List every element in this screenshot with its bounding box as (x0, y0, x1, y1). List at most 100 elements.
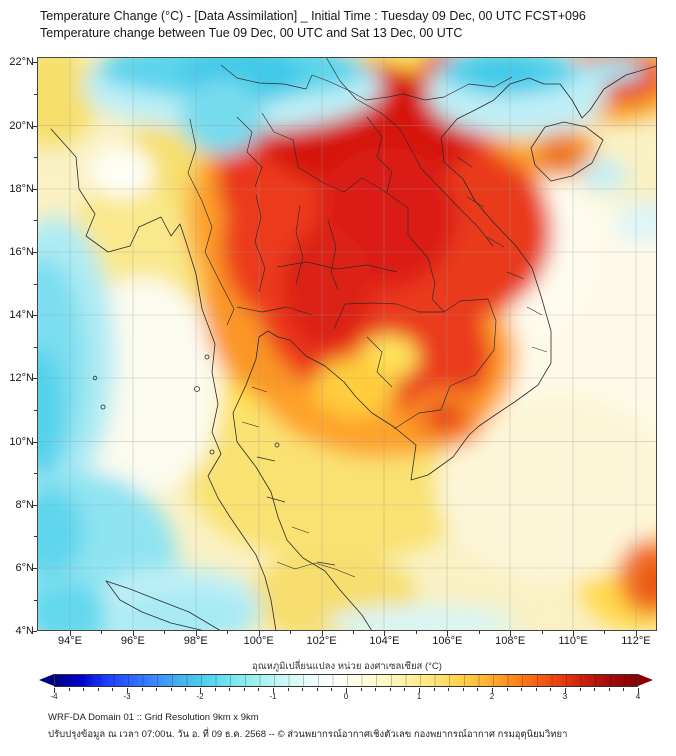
colorbar-cell-dividers (55, 675, 637, 686)
x-axis-tick-label: 100°E (243, 635, 274, 647)
colorbar-minor-tick (258, 688, 260, 691)
x-axis-tick-label: 104°E (369, 635, 400, 647)
x-axis-tick-label: 98°E (183, 635, 208, 647)
y-axis-major-tick (32, 441, 37, 443)
colorbar-major-tick (273, 688, 274, 693)
colorbar-minor-tick (331, 688, 333, 691)
colorbar-minor-tick (156, 688, 158, 691)
colorbar-minor-tick (623, 688, 625, 691)
x-axis-major-tick (70, 631, 71, 636)
colorbar-minor-tick (214, 688, 216, 691)
plot-frame (37, 57, 657, 631)
map-canvas (37, 57, 657, 631)
colorbar-label: อุณหภูมิเปลี่ยนแปลง หน่วย องศาเซลเซียส (… (252, 661, 442, 672)
y-axis-minor-tick (34, 93, 37, 95)
y-axis-minor-tick (34, 536, 37, 538)
title-line-1: Temperature Change (°C) - [Data Assimila… (40, 9, 586, 23)
colorbar-minor-tick (448, 688, 450, 691)
colorbar-minor-tick (68, 688, 70, 691)
colorbar-right-arrow (638, 674, 653, 686)
x-axis-major-tick (447, 631, 449, 636)
colorbar-minor-tick (375, 688, 377, 691)
colorbar-major-tick (638, 688, 639, 693)
colorbar-tick-label: 0 (343, 692, 349, 701)
x-axis-minor-tick (164, 631, 166, 634)
x-axis-minor-tick (604, 631, 606, 634)
colorbar-tick-label: -2 (196, 692, 204, 701)
colorbar-minor-tick (360, 688, 362, 691)
x-axis-minor-tick (478, 631, 480, 634)
x-axis-minor-tick (541, 631, 543, 634)
title-line-2: Temperature change between Tue 09 Dec, 0… (40, 26, 463, 40)
colorbar-minor-tick (141, 688, 143, 691)
colorbar-tick-label: -1 (269, 692, 277, 701)
y-axis-major-tick (32, 631, 37, 633)
x-axis-minor-tick (227, 631, 229, 634)
y-axis-tick-label: 22°N (9, 56, 34, 69)
y-axis-major-tick (32, 378, 37, 380)
y-axis-tick-label: 10°N (9, 435, 34, 448)
colorbar-left-arrow (39, 674, 54, 686)
graticule-gridlines (37, 57, 657, 631)
title-block: Temperature Change (°C) - [Data Assimila… (40, 8, 586, 42)
y-axis-minor-tick (34, 157, 37, 159)
colorbar-minor-tick (243, 688, 245, 691)
y-axis-tick-label: 4°N (15, 625, 34, 638)
y-axis-minor-tick (34, 283, 37, 285)
colorbar-minor-tick (229, 688, 231, 691)
x-axis-tick-label: 94°E (58, 635, 82, 647)
colorbar-tick-label: 1 (416, 692, 422, 701)
colorbar-minor-tick (506, 688, 508, 691)
footer-update-credit: ปรับปรุงข้อมูล ณ เวลา 07:00น. วัน อ. ที่… (48, 729, 568, 740)
colorbar-minor-tick (185, 688, 187, 691)
y-axis-minor-tick (34, 346, 37, 348)
colorbar-major-tick (54, 688, 55, 693)
x-axis-major-tick (132, 631, 134, 636)
colorbar-minor-tick (462, 688, 464, 691)
x-axis-tick-label: 110°E (558, 635, 588, 647)
colorbar-minor-tick (521, 688, 523, 691)
colorbar-tick-label: 4 (635, 692, 641, 701)
colorbar-tick-label: -4 (50, 692, 58, 701)
colorbar-major-tick (492, 688, 493, 693)
colorbar-minor-tick (112, 688, 114, 691)
x-axis-major-tick (510, 631, 512, 636)
y-axis-tick-label: 6°N (15, 561, 34, 574)
colorbar-minor-tick (404, 688, 406, 691)
y-axis-major-tick (32, 125, 37, 127)
x-axis-minor-tick (415, 631, 417, 634)
y-axis-major-tick (32, 315, 37, 317)
footer-domain-info: WRF-DA Domain 01 :: Grid Resolution 9km … (48, 712, 259, 723)
y-axis-tick-label: 20°N (9, 119, 34, 132)
colorbar-minor-tick (316, 688, 318, 691)
y-axis-major-tick (32, 188, 37, 190)
y-axis-minor-tick (34, 220, 37, 222)
x-axis-tick-label: 102°E (306, 635, 337, 647)
colorbar-minor-tick (97, 688, 99, 691)
colorbar-major-tick (127, 688, 128, 693)
y-axis-minor-tick (34, 599, 37, 601)
x-axis-minor-tick (101, 631, 103, 634)
heatmap-field (37, 57, 657, 631)
colorbar-major-tick (200, 688, 201, 693)
colorbar-tick-label: -3 (123, 692, 131, 701)
colorbar (54, 674, 638, 687)
y-axis-tick-label: 14°N (9, 309, 34, 322)
x-axis-minor-tick (290, 631, 292, 634)
x-axis-major-tick (384, 631, 386, 636)
colorbar-minor-tick (477, 688, 479, 691)
colorbar-major-tick (419, 688, 420, 693)
colorbar-minor-tick (535, 688, 537, 691)
x-axis-major-tick (573, 631, 575, 636)
y-axis-tick-label: 12°N (9, 372, 34, 385)
colorbar-minor-tick (594, 688, 596, 691)
colorbar-minor-tick (83, 688, 85, 691)
x-axis-major-tick (195, 631, 197, 636)
colorbar-minor-tick (389, 688, 391, 691)
y-axis-tick-label: 8°N (15, 498, 34, 511)
x-axis-major-tick (258, 631, 260, 636)
colorbar-major-tick (565, 688, 566, 693)
x-axis-tick-label: 108°E (495, 635, 526, 647)
colorbar-tick-label: 3 (562, 692, 568, 701)
coastlines (50, 65, 657, 631)
